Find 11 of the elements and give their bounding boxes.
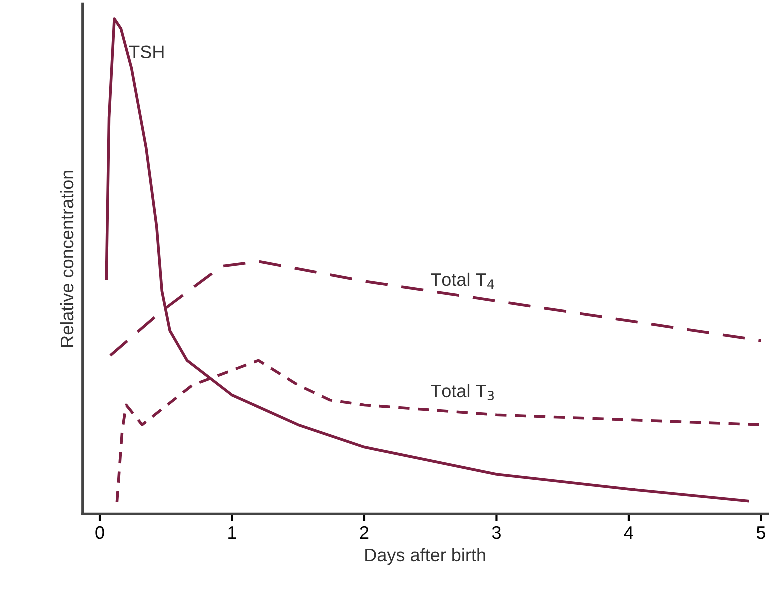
x-tick-label: 5 [756,526,766,540]
series-label: Total T$_{4}$ [431,272,494,289]
series-label: TSH [130,46,164,59]
series-label: Total T$_{3}$ [431,384,494,401]
x-tick-label: 1 [228,526,236,540]
x-tick-label: 2 [360,526,369,540]
y-axis-title: Relative concentration [60,170,74,347]
x-tick-label: 4 [624,526,634,540]
x-tick-label: 3 [492,526,501,540]
x-axis-title: Days after birth [366,548,486,566]
x-tick-label: 0 [96,526,104,540]
